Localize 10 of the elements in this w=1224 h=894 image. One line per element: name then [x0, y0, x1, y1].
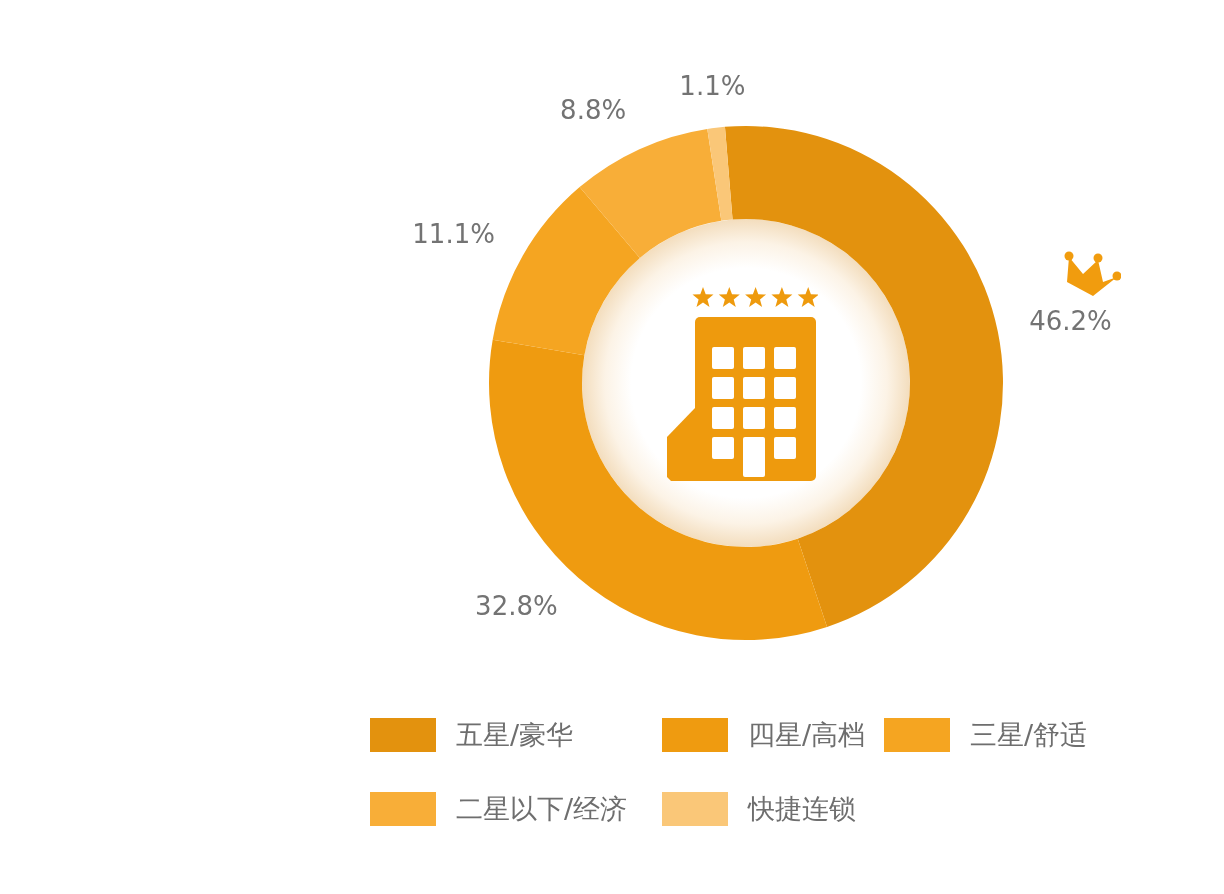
data-label: 8.8% [560, 95, 627, 126]
legend-label: 四星/高档 [748, 718, 866, 752]
data-label: 1.1% [679, 70, 746, 101]
legend-label: 三星/舒适 [970, 718, 1088, 752]
data-label: 46.2% [1029, 306, 1112, 337]
legend-label: 二星以下/经济 [456, 792, 628, 826]
data-label: 11.1% [412, 218, 495, 249]
legend-label: 五星/豪华 [456, 718, 574, 752]
legend-label: 快捷连锁 [748, 792, 856, 826]
data-label: 32.8% [475, 591, 558, 622]
